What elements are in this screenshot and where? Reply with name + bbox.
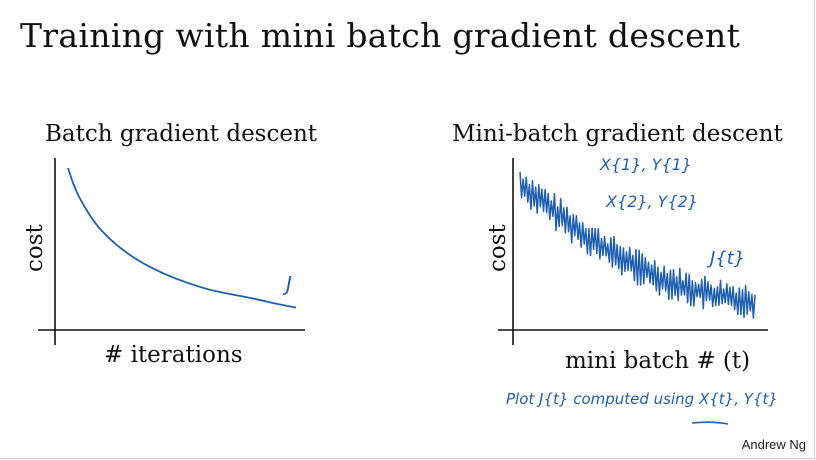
minibatch-note: Plot J{t} computed using X{t}, Y{t}	[506, 390, 778, 408]
batch-x-axis-label: # iterations	[104, 342, 243, 368]
minibatch-x-axis-label: mini batch # (t)	[565, 348, 751, 374]
credit: Andrew Ng	[741, 437, 806, 452]
batch-cost-curve	[67, 167, 297, 309]
batch-chart-title: Batch gradient descent	[45, 121, 318, 147]
minibatch-annotation-1: X{1}, Y{1}	[600, 155, 692, 174]
minibatch-annotation-3: J{t}	[710, 248, 746, 269]
slide-title: Training with mini batch gradient descen…	[20, 16, 741, 55]
minibatch-chart-title: Mini-batch gradient descent	[452, 121, 783, 147]
batch-cost-annotation: J	[286, 272, 292, 296]
minibatch-cost-curve	[519, 171, 756, 319]
minibatch-annotation-2: X{2}, Y{2}	[606, 192, 698, 211]
